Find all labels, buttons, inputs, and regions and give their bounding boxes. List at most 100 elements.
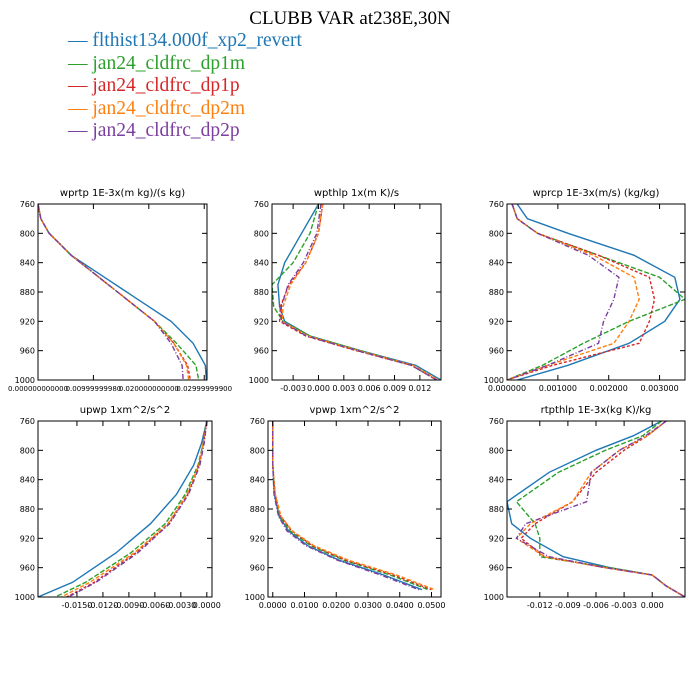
series-line bbox=[272, 421, 423, 591]
x-tick-label: 0.0100 bbox=[291, 601, 319, 610]
legend-line-marker: — bbox=[68, 75, 93, 97]
series-line bbox=[38, 204, 207, 380]
x-tick-label: 0.00999999980 bbox=[66, 385, 122, 393]
series-line bbox=[507, 204, 656, 380]
y-tick-label: 920 bbox=[489, 317, 504, 326]
legend: — flthist134.000f_xp2_revert — jan24_cldf… bbox=[68, 30, 302, 143]
y-tick-label: 880 bbox=[254, 288, 269, 297]
plot-frame bbox=[37, 420, 213, 598]
x-tick-label: 0.02999999900 bbox=[176, 385, 232, 393]
legend-entry: — jan24_cldfrc_dp1m bbox=[68, 53, 302, 76]
chart-panel: vpwp 1xm^2/s^2 0.0000 0.0100 0.0200 0.0300 0.… bbox=[245, 405, 446, 610]
x-tick-label: -0.0150 bbox=[62, 601, 93, 610]
series-line bbox=[515, 421, 685, 597]
legend-label: jan24_cldfrc_dp1p bbox=[92, 75, 240, 97]
x-tick-label: -0.003 bbox=[280, 384, 306, 393]
x-tick-label: -0.0060 bbox=[139, 601, 170, 610]
series-line bbox=[272, 204, 438, 380]
series-line bbox=[272, 421, 420, 591]
series-line bbox=[277, 204, 441, 380]
x-tick-label: -0.003 bbox=[611, 601, 637, 610]
series-line bbox=[61, 421, 208, 597]
y-tick-label: 880 bbox=[489, 288, 504, 297]
series-line bbox=[515, 421, 685, 597]
plot-frame bbox=[37, 203, 208, 381]
x-tick-label: 0.000 bbox=[307, 384, 330, 393]
y-tick-label: 880 bbox=[20, 288, 35, 297]
legend-label: jan24_cldfrc_dp2p bbox=[92, 120, 240, 142]
chart-panel: wpthlp 1x(m K)/s -0.003 0.000 0.003 0.006 0.0… bbox=[249, 188, 442, 393]
y-tick-label: 960 bbox=[254, 347, 269, 356]
x-tick-label: 0.0400 bbox=[386, 601, 414, 610]
y-tick-label: 840 bbox=[20, 259, 35, 268]
y-tick-label: 800 bbox=[20, 446, 35, 455]
y-tick-label: 880 bbox=[250, 505, 265, 514]
series-line bbox=[515, 421, 685, 597]
series-line bbox=[38, 204, 190, 380]
series-line bbox=[281, 204, 439, 380]
y-tick-label: 960 bbox=[250, 564, 265, 573]
x-tick-label: 0.012 bbox=[408, 384, 431, 393]
legend-label: jan24_cldfrc_dp2m bbox=[92, 97, 246, 119]
legend-entry: — jan24_cldfrc_dp2m bbox=[68, 98, 302, 121]
y-tick-label: 840 bbox=[489, 259, 504, 268]
y-tick-label: 920 bbox=[489, 534, 504, 543]
series-line bbox=[38, 421, 208, 597]
panel-title: wpthlp 1x(m K)/s bbox=[314, 188, 399, 199]
panel-title: rtpthlp 1E-3x(kg K)/kg bbox=[541, 405, 652, 416]
y-tick-label: 920 bbox=[250, 534, 265, 543]
x-tick-label: 0.0300 bbox=[354, 601, 382, 610]
series-line bbox=[507, 204, 685, 380]
y-tick-label: 760 bbox=[250, 417, 265, 426]
series-line bbox=[507, 204, 640, 380]
y-tick-label: 760 bbox=[489, 200, 504, 209]
legend-label: jan24_cldfrc_dp1m bbox=[92, 52, 246, 74]
y-tick-label: 840 bbox=[489, 476, 504, 485]
x-tick-label: 0.003 bbox=[332, 384, 355, 393]
chart-panel: wprtp 1E-3x(m kg)/(s kg)0.0000000000000.… bbox=[8, 188, 232, 393]
series-line bbox=[54, 421, 208, 597]
y-tick-label: 960 bbox=[489, 347, 504, 356]
x-tick-label: 0.000000000000 bbox=[8, 385, 68, 393]
legend-line-marker: — bbox=[68, 52, 93, 74]
y-tick-label: 1000 bbox=[245, 593, 265, 602]
y-tick-label: 960 bbox=[20, 564, 35, 573]
y-tick-label: 920 bbox=[20, 534, 35, 543]
x-tick-label: -0.0120 bbox=[87, 601, 118, 610]
legend-entry: — flthist134.000f_xp2_revert bbox=[68, 30, 302, 53]
y-tick-label: 840 bbox=[250, 476, 265, 485]
x-tick-label: -0.009 bbox=[555, 601, 581, 610]
series-line bbox=[280, 204, 438, 380]
x-tick-label: 0.002000 bbox=[590, 384, 628, 393]
series-line bbox=[507, 421, 685, 597]
plot-frame bbox=[267, 420, 442, 598]
legend-line-marker: — bbox=[68, 120, 93, 142]
plot-frame bbox=[506, 420, 686, 598]
x-tick-label: -0.0030 bbox=[165, 601, 196, 610]
y-tick-label: 800 bbox=[489, 229, 504, 238]
x-tick-label: 0.006 bbox=[358, 384, 381, 393]
y-tick-label: 880 bbox=[489, 505, 504, 514]
y-tick-label: 920 bbox=[20, 317, 35, 326]
x-tick-label: 0.000000 bbox=[488, 384, 526, 393]
y-tick-label: 1000 bbox=[15, 376, 35, 385]
legend-entry: — jan24_cldfrc_dp2p bbox=[68, 120, 302, 143]
x-tick-label: 0.020000000000 bbox=[119, 385, 179, 393]
y-tick-label: 800 bbox=[250, 446, 265, 455]
legend-label: flthist134.000f_xp2_revert bbox=[92, 30, 302, 51]
panel-title: wprcp 1E-3x(m/s) (kg/kg) bbox=[533, 188, 660, 199]
chart-panel: rtpthlp 1E-3x(kg K)/kg -0.012 -0.009 -0.006… bbox=[484, 405, 686, 610]
panel-title: wprtp 1E-3x(m kg)/(s kg) bbox=[60, 188, 185, 199]
x-tick-label: 0.000 bbox=[641, 601, 664, 610]
chart-panel: upwp 1xm^2/s^2-0.0150-0.0120-0.0090-0.00… bbox=[15, 405, 221, 610]
x-tick-label: 0.0000 bbox=[193, 601, 221, 610]
y-tick-label: 1000 bbox=[484, 376, 504, 385]
y-tick-label: 880 bbox=[20, 505, 35, 514]
panel-title: vpwp 1xm^2/s^2 bbox=[309, 405, 399, 416]
y-tick-label: 840 bbox=[20, 476, 35, 485]
figure-title: CLUBB VAR at238E,30N bbox=[249, 8, 451, 29]
x-tick-label: -0.006 bbox=[583, 601, 609, 610]
series-line bbox=[272, 421, 435, 591]
x-tick-label: 0.0000 bbox=[259, 601, 287, 610]
